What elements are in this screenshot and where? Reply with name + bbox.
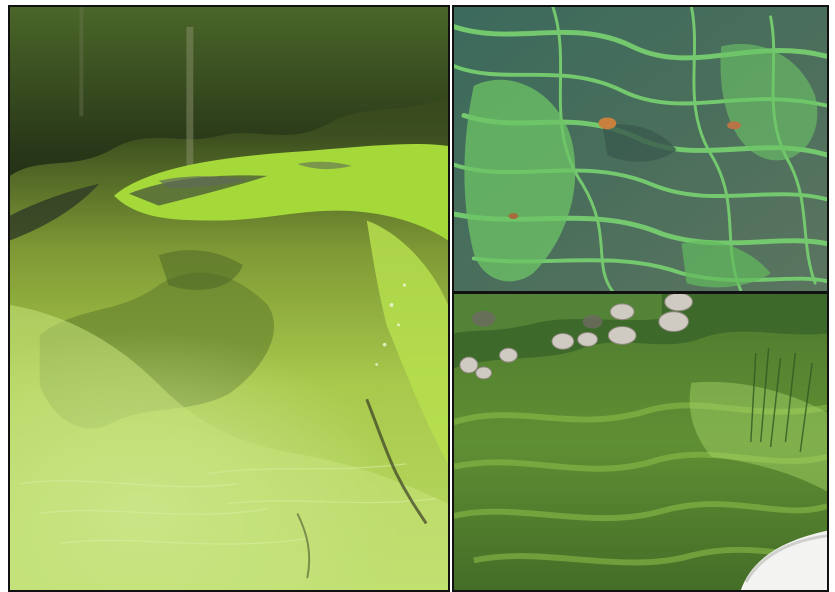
photo-shoreline-green-water (452, 292, 829, 592)
photo-algae-bloom-lake (8, 5, 450, 592)
streaks-illustration (454, 7, 827, 291)
shoreline-illustration (454, 294, 827, 590)
lake-illustration (10, 7, 448, 590)
photo-algae-streaks (452, 5, 829, 293)
